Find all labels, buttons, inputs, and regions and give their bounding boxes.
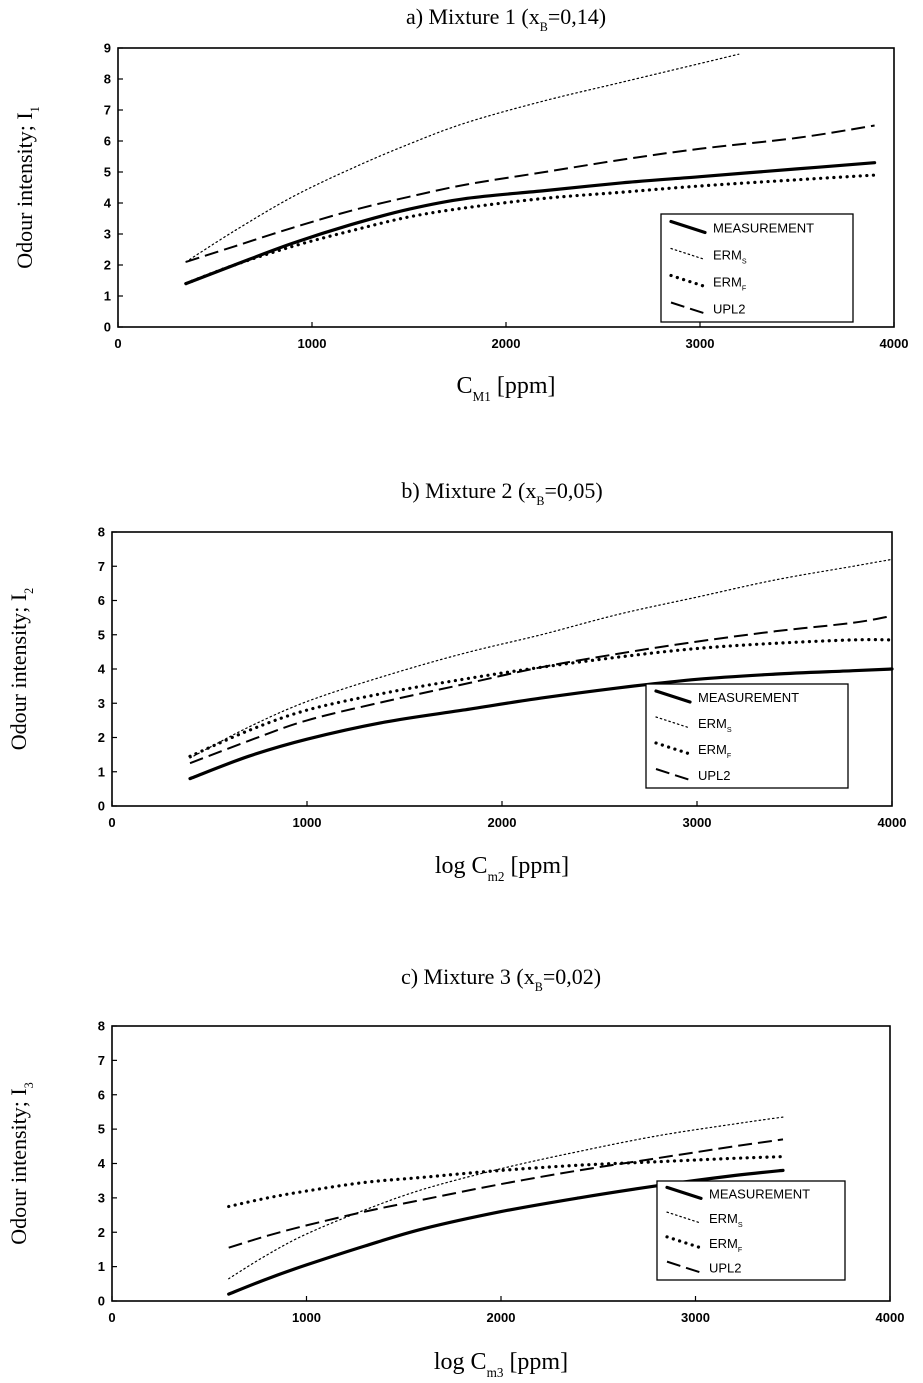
x-tick-label: 3000 <box>681 1310 710 1325</box>
legend-swatch <box>666 1260 702 1274</box>
x-axis-label: log Cm2 [ppm] <box>435 853 569 884</box>
legend: MEASUREMENT ERMS ERMF UPL2 <box>660 213 854 323</box>
series-line-upl2 <box>189 614 893 765</box>
y-tick-label: 3 <box>98 696 105 711</box>
y-tick-label: 5 <box>98 627 105 642</box>
panel-a: a) Mixture 1 (xB=0,14) 0 1 2 3 4 5 6 7 8 9 0 1000 200… <box>12 4 908 404</box>
x-tick-label: 4000 <box>876 1310 905 1325</box>
legend-swatch <box>665 1235 703 1250</box>
y-tick-label: 8 <box>104 72 111 87</box>
x-tick-label: 2000 <box>487 1310 516 1325</box>
chart-title: a) Mixture 1 (xB=0,14) <box>406 4 606 34</box>
x-tick-label: 1000 <box>292 1310 321 1325</box>
y-tick-label: 1 <box>98 1259 105 1274</box>
y-tick-label: 1 <box>104 289 111 304</box>
y-tick-label: 0 <box>104 320 111 335</box>
legend-swatch <box>654 689 692 704</box>
y-tick-label: 8 <box>98 1019 105 1034</box>
y-tick-label: 7 <box>98 559 105 574</box>
series-line-erm-f <box>227 1155 785 1209</box>
y-axis-label: Odour intensity; I3 <box>6 1082 36 1244</box>
x-tick-label: 2000 <box>492 336 521 351</box>
legend-swatch <box>655 768 691 781</box>
legend-label: ERMF <box>698 742 732 760</box>
x-tick-label: 1000 <box>298 336 327 351</box>
y-tick-label: 2 <box>98 1225 105 1240</box>
legend-swatch <box>666 1211 702 1224</box>
legend-swatch <box>669 273 707 289</box>
legend-label: MEASUREMENT <box>698 690 799 705</box>
legend-swatch <box>670 247 706 261</box>
y-tick-label: 4 <box>98 1156 106 1171</box>
y-tick-label: 8 <box>98 525 105 540</box>
x-tick-label: 3000 <box>686 336 715 351</box>
x-tick-label: 0 <box>108 1310 115 1325</box>
legend-swatch <box>655 716 691 729</box>
legend-label: ERMF <box>709 1236 743 1254</box>
y-tick-label: 3 <box>98 1190 105 1205</box>
chart-title: c) Mixture 3 (xB=0,02) <box>401 964 601 994</box>
x-tick-label: 1000 <box>293 815 322 830</box>
legend-label: UPL2 <box>709 1261 742 1276</box>
y-tick-label: 7 <box>98 1053 105 1068</box>
x-tick-label: 2000 <box>488 815 517 830</box>
y-axis-label: Odour intensity; I1 <box>12 106 42 268</box>
panel-b: b) Mixture 2 (xB=0,05) 0 1 2 3 4 5 6 7 8 0 1000 2000… <box>6 478 906 884</box>
legend-label: MEASUREMENT <box>713 221 814 236</box>
legend-label: UPL2 <box>713 302 746 317</box>
series-line-erm-s <box>185 53 740 263</box>
x-tick-label: 0 <box>108 815 115 830</box>
y-tick-label: 6 <box>98 593 105 608</box>
legend-label: ERMS <box>698 716 732 734</box>
panel-c: c) Mixture 3 (xB=0,02) 0 1 2 3 4 5 6 7 8 0 1000 2000… <box>6 964 905 1380</box>
y-tick-label: 6 <box>104 134 111 149</box>
series-line-measurement <box>188 667 894 781</box>
chart-title: b) Mixture 2 (xB=0,05) <box>401 478 602 508</box>
series-line-erm-f <box>184 173 877 286</box>
legend-label: ERMS <box>713 248 747 266</box>
x-axis-label: CM1 [ppm] <box>457 373 556 404</box>
x-tick-label: 4000 <box>880 336 909 351</box>
series-line-upl2 <box>228 1138 784 1249</box>
legend-swatch <box>665 1185 703 1200</box>
legend-box <box>656 1180 846 1281</box>
legend-label: MEASUREMENT <box>709 1186 810 1201</box>
y-tick-label: 6 <box>98 1087 105 1102</box>
series-line-erm-s <box>189 558 893 759</box>
legend-label: ERMS <box>709 1211 743 1229</box>
y-tick-label: 0 <box>98 1294 105 1309</box>
series-line-upl2 <box>185 124 875 263</box>
x-tick-label: 3000 <box>683 815 712 830</box>
y-tick-label: 2 <box>104 258 111 273</box>
legend: MEASUREMENT ERMS ERMF UPL2 <box>656 1180 846 1281</box>
y-tick-label: 5 <box>98 1122 105 1137</box>
legend-swatch <box>670 301 706 315</box>
legend-box <box>645 683 849 789</box>
y-tick-label: 7 <box>104 103 111 118</box>
series-line-measurement <box>184 161 877 286</box>
y-tick-label: 1 <box>98 764 105 779</box>
y-tick-label: 0 <box>98 799 105 814</box>
legend-swatch <box>669 219 707 235</box>
y-tick-label: 2 <box>98 730 105 745</box>
y-tick-label: 9 <box>104 41 111 56</box>
y-tick-label: 3 <box>104 227 111 242</box>
legend-swatch <box>654 741 692 756</box>
y-tick-label: 4 <box>98 662 106 677</box>
legend-box <box>660 213 854 323</box>
x-tick-label: 0 <box>114 336 121 351</box>
legend-label: ERMF <box>713 275 747 293</box>
x-tick-label: 4000 <box>878 815 907 830</box>
x-axis-label: log Cm3 [ppm] <box>434 1349 568 1378</box>
y-tick-label: 5 <box>104 165 111 180</box>
legend: MEASUREMENT ERMS ERMF UPL2 <box>645 683 849 789</box>
y-tick-label: 4 <box>104 196 112 211</box>
legend-label: UPL2 <box>698 768 731 783</box>
y-axis-label: Odour intensity; I2 <box>6 588 36 750</box>
